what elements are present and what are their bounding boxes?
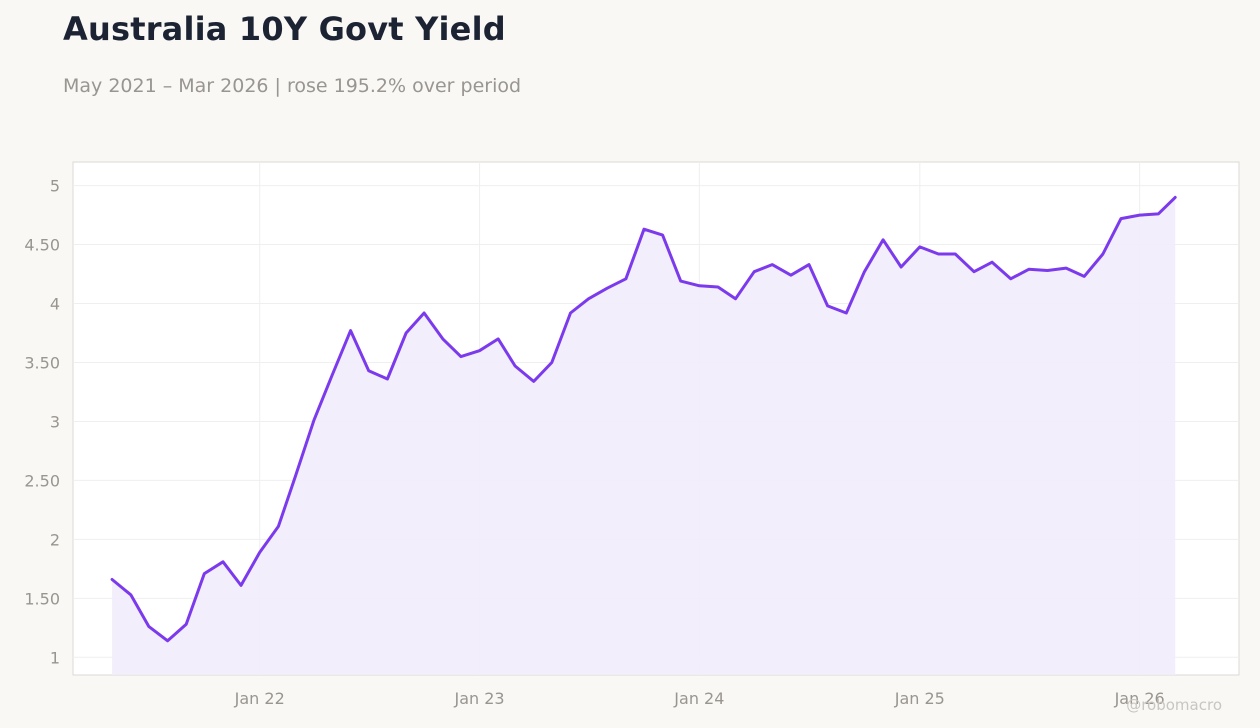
y-tick-label: 5 xyxy=(50,177,60,196)
series-line xyxy=(110,195,1177,643)
x-tick-label: Jan 26 xyxy=(1114,689,1165,708)
y-tick-label: 2 xyxy=(50,530,60,549)
y-tick-label: 3.50 xyxy=(24,353,60,372)
x-tick-label: Jan 23 xyxy=(453,689,504,708)
y-tick-label: 1 xyxy=(50,648,60,667)
watermark: @robomacro xyxy=(1126,696,1222,714)
series-area-fill xyxy=(112,197,1176,675)
x-tick-label: Jan 24 xyxy=(673,689,724,708)
y-axis-ticks: 1 1.50 2 2.50 3 3.50 4 4.50 5 xyxy=(24,177,60,668)
series-area-group xyxy=(112,197,1176,675)
chart-title: Australia 10Y Govt Yield xyxy=(63,10,506,48)
y-tick-label: 2.50 xyxy=(24,471,60,490)
y-tick-label: 1.50 xyxy=(24,589,60,608)
y-tick-label: 3 xyxy=(50,412,60,431)
x-tick-label: Jan 25 xyxy=(894,689,945,708)
x-axis-ticks: Jan 22 Jan 23 Jan 24 Jan 25 Jan 26 xyxy=(234,689,1165,708)
y-tick-label: 4 xyxy=(50,295,60,314)
y-tick-label: 4.50 xyxy=(24,236,60,255)
chart-subtitle: May 2021 – Mar 2026 | rose 195.2% over p… xyxy=(63,75,522,97)
x-tick-label: Jan 22 xyxy=(234,689,285,708)
series-line-group xyxy=(110,195,1177,643)
